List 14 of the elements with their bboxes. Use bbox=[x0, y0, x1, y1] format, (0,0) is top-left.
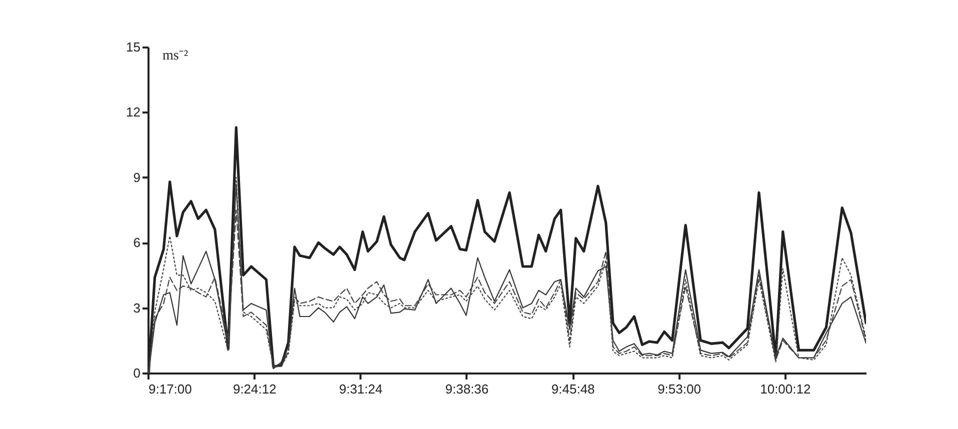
x-tick-label: 9:38:36 bbox=[445, 382, 489, 396]
y-tick-label: 15 bbox=[126, 40, 140, 54]
x-tick-label: 9:31:24 bbox=[339, 382, 382, 396]
y-tick-label: 12 bbox=[126, 104, 140, 120]
x-tick-label: 10:00:12 bbox=[760, 382, 811, 396]
y-tick-label: 6 bbox=[133, 235, 140, 250]
x-tick-label: 9:45:48 bbox=[551, 382, 595, 396]
y-tick-label: 9 bbox=[133, 170, 140, 185]
x-tick-label: 9:24:12 bbox=[232, 382, 276, 396]
y-tick-label: 3 bbox=[133, 300, 140, 316]
y-tick-label: 0 bbox=[133, 366, 140, 380]
y-axis-title: ms⁻² bbox=[162, 48, 188, 64]
x-tick-label: 9:17:00 bbox=[148, 382, 192, 396]
x-tick-label: 9:53:00 bbox=[658, 382, 701, 396]
